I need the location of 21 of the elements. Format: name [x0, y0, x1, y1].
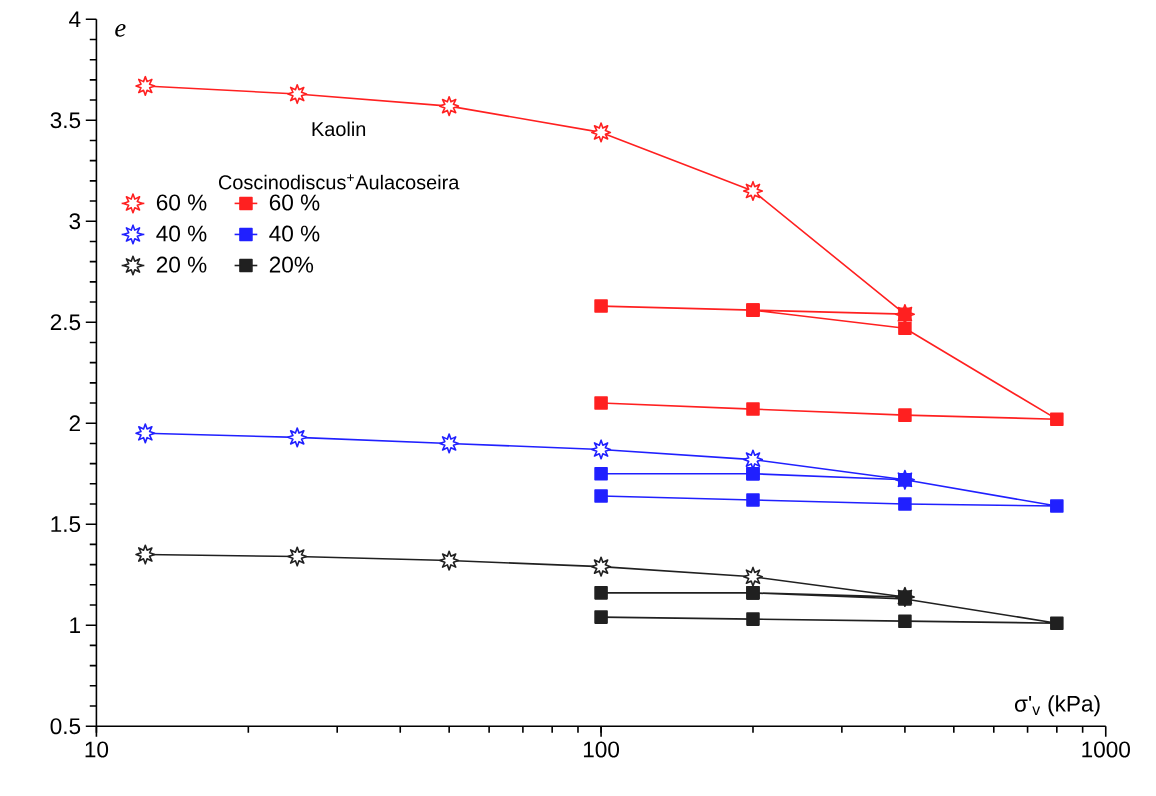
x-tick-label: 10: [85, 741, 109, 758]
y-tick-label: 2: [69, 415, 80, 432]
x-tick-label: 100: [583, 741, 620, 758]
y-axis-title: e: [115, 23, 126, 37]
x-axis-title: σ'$_{v}$ (kPa): [1014, 695, 1100, 717]
y-tick-label: 1: [70, 617, 80, 633]
legend-label: 40 %: [156, 225, 207, 242]
y-tick-label: 4: [69, 11, 81, 27]
y-tick-label: 3.5: [50, 112, 81, 129]
legend-title: Kaolin: [312, 121, 366, 137]
x-tick-label: 1000: [1082, 741, 1130, 758]
y-tick-label: 2.5: [50, 314, 81, 331]
legend-label: 20 %: [156, 256, 207, 273]
y-tick-label: 1.5: [51, 516, 81, 533]
legend-label: 60 %: [269, 194, 320, 211]
y-tick-label: 3: [69, 213, 81, 230]
legend-label: 20%: [269, 256, 314, 273]
y-tick-label: 0.5: [50, 718, 81, 735]
legend-label: 40 %: [269, 225, 320, 242]
legend-label: 60 %: [156, 194, 207, 211]
annotation: Coscinodiscus$^{+}$Aulacoseira: [218, 174, 460, 190]
